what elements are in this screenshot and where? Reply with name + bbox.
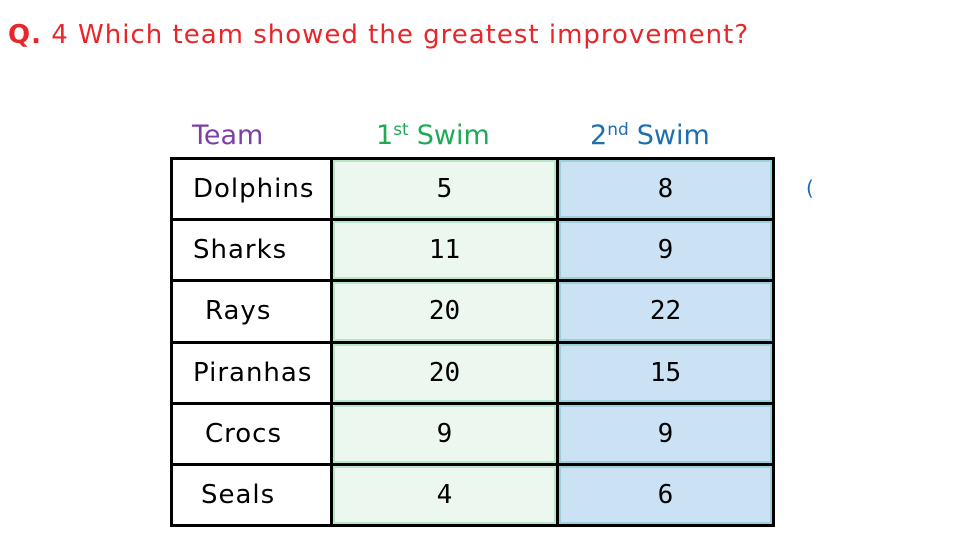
second-swim-value: 9 <box>559 404 772 463</box>
question-body: 4 Which team showed the greatest improve… <box>51 20 750 50</box>
header-first-word: Swim <box>416 120 490 151</box>
header-first-suffix: st <box>393 120 409 140</box>
header-first-number: 1 <box>376 120 394 151</box>
question-text: Q. 4 Which team showed the greatest impr… <box>8 20 749 50</box>
team-name: Sharks <box>173 221 330 280</box>
header-second-swim: 2nd Swim <box>590 120 710 151</box>
second-swim-value: 9 <box>559 221 772 280</box>
first-swim-value: 9 <box>333 404 556 463</box>
second-swim-value: 22 <box>559 282 772 341</box>
second-swim-value: 15 <box>559 343 772 402</box>
second-swim-value: 6 <box>559 465 772 524</box>
first-swim-value: 4 <box>333 465 556 524</box>
team-name: Piranhas <box>173 343 330 402</box>
team-name: Seals <box>173 465 330 524</box>
margin-mark: ( <box>806 176 814 200</box>
header-second-number: 2 <box>590 120 608 151</box>
results-table: Dolphins 5 8 Sharks 11 9 Rays 20 22 Pira… <box>170 157 775 527</box>
question-number: Q. <box>8 20 42 50</box>
first-swim-value: 20 <box>333 343 556 402</box>
header-team: Team <box>192 120 264 151</box>
first-swim-value: 11 <box>333 221 556 280</box>
header-second-suffix: nd <box>607 120 629 140</box>
header-first-swim: 1st Swim <box>376 120 490 151</box>
team-name: Crocs <box>173 404 330 463</box>
header-second-word: Swim <box>636 120 710 151</box>
team-name: Rays <box>173 282 330 341</box>
first-swim-value: 5 <box>333 160 556 219</box>
first-swim-value: 20 <box>333 282 556 341</box>
second-swim-value: 8 <box>559 160 772 219</box>
team-name: Dolphins <box>173 160 330 219</box>
